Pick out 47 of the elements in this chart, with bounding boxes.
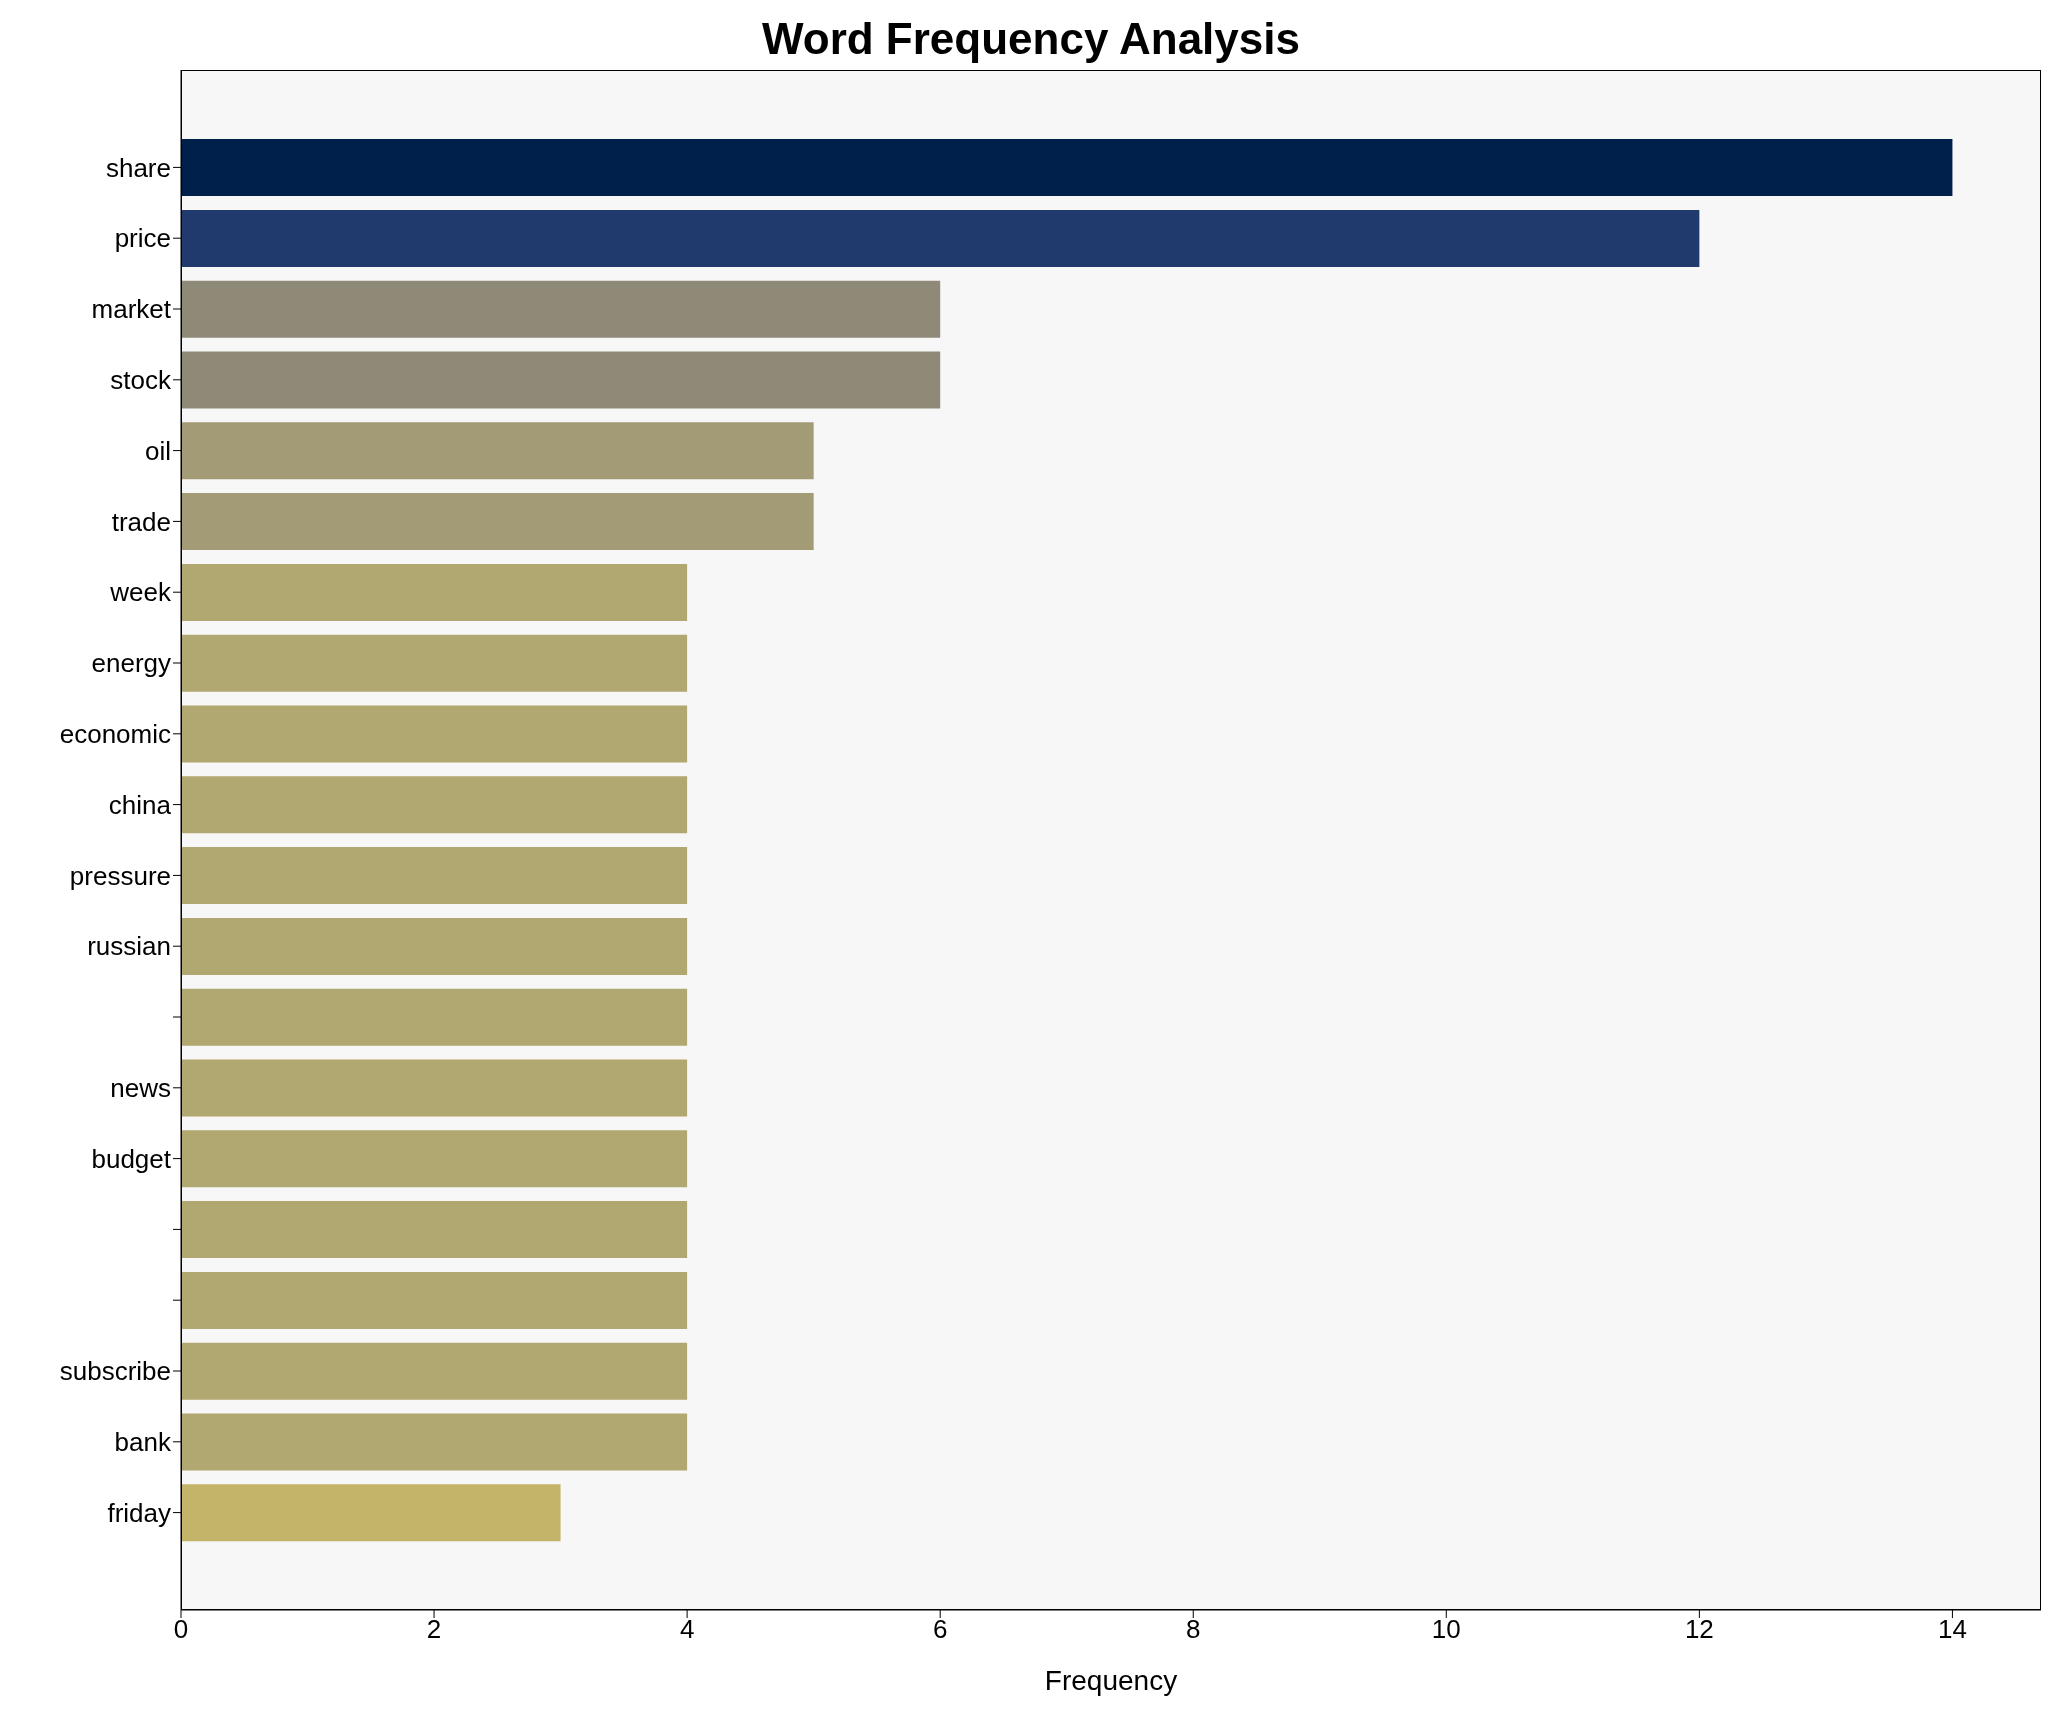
bar: [181, 1201, 688, 1259]
y-tick-label: russian: [87, 931, 171, 962]
x-tick-label: 12: [1684, 1614, 1714, 1645]
x-tick-label: 6: [932, 1614, 948, 1645]
y-tick-label: price: [114, 223, 171, 254]
y-tick-label: week: [109, 577, 172, 608]
y-tick-label: pressure: [69, 860, 171, 891]
bar: [181, 139, 1953, 197]
x-tick-label: 14: [1937, 1614, 1967, 1645]
x-axis-title: Frequency: [1044, 1665, 1178, 1696]
y-tick-label: share: [105, 152, 171, 183]
bar: [181, 705, 688, 763]
x-tick-label: 8: [1186, 1614, 1201, 1645]
y-tick-label: budget: [91, 1143, 172, 1174]
bar: [181, 634, 688, 692]
bar: [181, 1342, 688, 1400]
x-tick-label: 0: [173, 1614, 189, 1645]
y-tick-label: market: [91, 294, 172, 325]
x-tick-label: 4: [679, 1614, 695, 1645]
bar: [181, 422, 814, 480]
bar: [181, 280, 941, 338]
y-tick-label: trade: [111, 506, 171, 537]
y-tick-label: subscribe: [59, 1356, 171, 1387]
x-tick-label: 10: [1431, 1614, 1461, 1645]
bar: [181, 1484, 561, 1542]
bar: [181, 351, 941, 409]
y-tick-label: economic: [59, 719, 171, 750]
y-tick-label: oil: [144, 435, 171, 466]
bar: [181, 1059, 688, 1117]
bar: [181, 776, 688, 834]
bar: [181, 563, 688, 621]
x-tick-label: 2: [426, 1614, 442, 1645]
y-tick-label: news: [110, 1073, 171, 1104]
bar: [181, 1271, 688, 1329]
y-tick-label: friday: [107, 1497, 171, 1528]
chart-title: Word Frequency Analysis: [761, 13, 1301, 65]
y-tick-label: stock: [110, 365, 172, 396]
bar: [181, 209, 1700, 267]
bar: [181, 917, 688, 975]
y-tick-label: energy: [91, 648, 171, 679]
bar: [181, 493, 814, 551]
y-tick-label: bank: [114, 1427, 172, 1458]
bar: [181, 1130, 688, 1188]
bar: [181, 1413, 688, 1471]
bar: [181, 988, 688, 1046]
y-tick-label: china: [108, 789, 172, 820]
bar: [181, 847, 688, 905]
